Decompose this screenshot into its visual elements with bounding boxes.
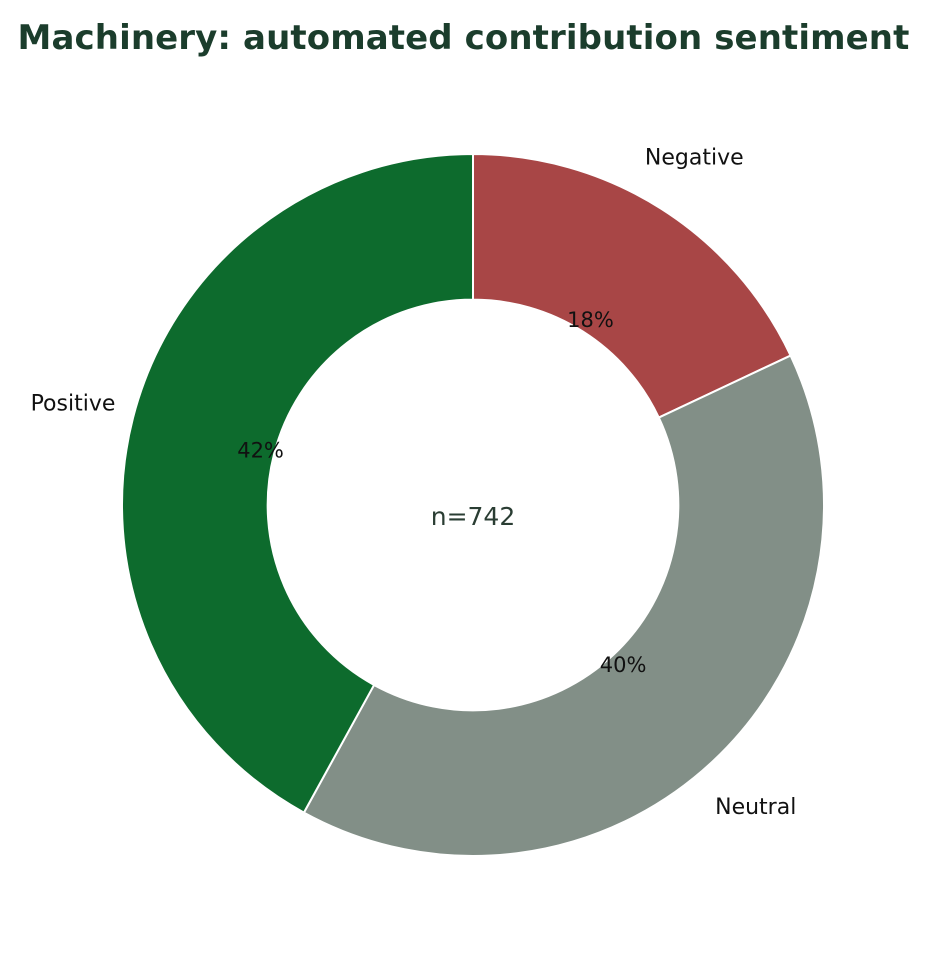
category-label-neutral: Neutral	[715, 795, 796, 820]
percent-label-neutral: 40%	[600, 653, 647, 677]
center-label: n=742	[431, 502, 516, 531]
slice-group	[121, 152, 825, 857]
percent-label-positive: 42%	[237, 438, 284, 462]
slice-negative	[472, 152, 792, 419]
percent-label-negative: 18%	[567, 308, 614, 332]
category-label-negative: Negative	[645, 145, 744, 170]
chart-title: Machinery: automated contribution sentim…	[17, 18, 910, 58]
percent-label-group: 18% 40% 42%	[237, 308, 646, 677]
slice-neutral	[302, 354, 825, 857]
slice-positive	[121, 152, 474, 814]
category-label-group: Negative Neutral Positive	[31, 145, 797, 820]
category-label-positive: Positive	[31, 391, 116, 416]
